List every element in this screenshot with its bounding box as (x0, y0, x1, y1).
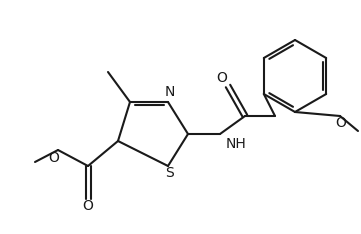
Text: S: S (166, 166, 174, 180)
Text: O: O (336, 116, 347, 130)
Text: O: O (49, 151, 60, 165)
Text: N: N (165, 85, 175, 99)
Text: NH: NH (226, 137, 247, 151)
Text: O: O (217, 71, 227, 85)
Text: O: O (83, 199, 93, 213)
